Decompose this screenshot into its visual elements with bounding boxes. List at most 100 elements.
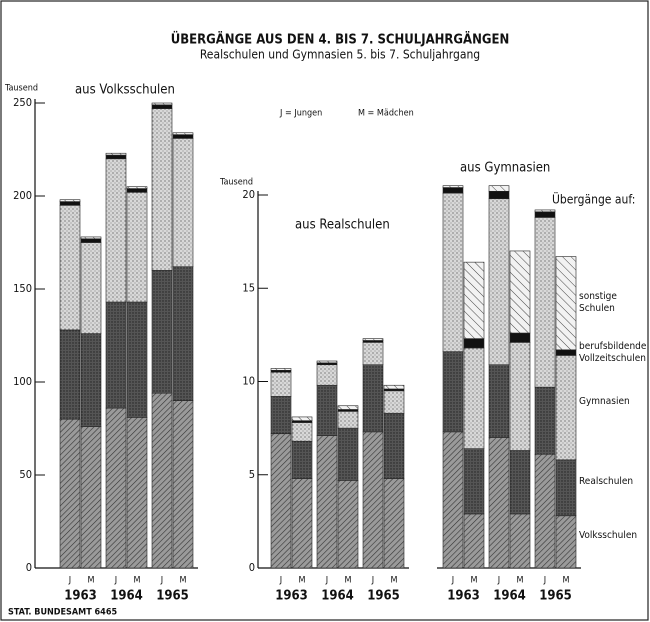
bar-texture — [317, 362, 337, 365]
bar-texture — [384, 413, 404, 479]
bar-texture — [173, 400, 193, 568]
bar-texture — [81, 238, 101, 243]
panel-title: aus Gymnasien — [460, 161, 550, 176]
bar-texture — [60, 205, 80, 330]
bar-texture — [152, 103, 172, 105]
x-tick-label: J — [325, 576, 328, 586]
y-tick-label: 150 — [13, 282, 32, 295]
bar-texture — [106, 302, 126, 409]
x-tick-label: M — [563, 576, 570, 586]
bar-texture — [271, 433, 291, 568]
x-tick-label: J — [543, 576, 546, 586]
bar-texture — [535, 217, 555, 388]
x-tick-label: M — [471, 576, 478, 586]
bar-texture — [443, 185, 463, 188]
bar-texture — [510, 342, 530, 451]
y-tick-label: 15 — [242, 281, 255, 294]
bar-texture — [338, 480, 358, 568]
panel-title: aus Volksschulen — [75, 83, 175, 98]
bar-texture — [489, 191, 509, 199]
bar-texture — [535, 211, 555, 218]
bar-texture — [384, 390, 404, 414]
bar-texture — [173, 138, 193, 267]
bar-texture — [338, 411, 358, 429]
bar-texture — [510, 250, 530, 334]
bar-texture — [535, 209, 555, 212]
group-label: 1963 — [64, 589, 97, 604]
bar-texture — [510, 450, 530, 514]
legend-label: sonstige Schulen — [579, 291, 617, 315]
bar-texture — [489, 364, 509, 438]
subtitle: Realschulen und Gymnasien 5. bis 7. Schu… — [200, 48, 480, 62]
x-tick-label: J — [497, 576, 500, 586]
bar-texture — [152, 270, 172, 394]
group-label: 1964 — [493, 589, 526, 604]
bar-texture — [464, 347, 484, 449]
x-tick-label: M — [517, 576, 524, 586]
y-axis-label: Tausend — [4, 84, 38, 94]
bar-texture — [317, 360, 337, 363]
y-tick-label: 20 — [242, 188, 255, 201]
bar-texture — [271, 372, 291, 397]
y-tick-label: 200 — [13, 189, 32, 202]
bar-texture — [443, 431, 463, 568]
bar-texture — [363, 338, 383, 341]
note: J = Jungen — [279, 109, 322, 119]
legend-label: berufsbildende Vollzeitschulen — [579, 340, 647, 364]
legend-label: Volksschulen — [579, 529, 638, 541]
x-tick-label: J — [114, 576, 117, 586]
bar-texture — [292, 416, 312, 421]
group-label: 1964 — [110, 589, 143, 604]
note: M = Mädchen — [358, 109, 414, 119]
bar-texture — [363, 364, 383, 432]
bar-texture — [510, 513, 530, 568]
bar-texture — [443, 351, 463, 432]
y-axis-label: Tausend — [219, 178, 253, 188]
bar-texture — [127, 186, 147, 189]
x-tick-label: M — [299, 576, 306, 586]
bar-texture — [152, 104, 172, 109]
bar-texture — [271, 368, 291, 371]
bar-texture — [81, 236, 101, 239]
y-tick-label: 50 — [19, 468, 32, 481]
bar-texture — [443, 193, 463, 352]
x-tick-label: J — [68, 576, 71, 586]
bar-texture — [106, 158, 126, 303]
bar-texture — [464, 262, 484, 339]
bar-texture — [81, 333, 101, 427]
bar-texture — [60, 199, 80, 202]
group-label: 1963 — [447, 589, 480, 604]
y-tick-label: 0 — [26, 561, 32, 574]
bar-texture — [489, 437, 509, 568]
bar-texture — [489, 198, 509, 365]
group-label: 1965 — [367, 589, 400, 604]
bar-texture — [81, 426, 101, 568]
bar-texture — [60, 329, 80, 420]
x-tick-label: J — [160, 576, 163, 586]
bar-texture — [363, 342, 383, 365]
bar-texture — [338, 428, 358, 481]
bar-texture — [443, 187, 463, 194]
bar-texture — [152, 108, 172, 271]
bar-texture — [317, 364, 337, 386]
group-label: 1965 — [156, 589, 189, 604]
x-tick-label: J — [279, 576, 282, 586]
bar-texture — [173, 134, 193, 139]
bar-texture — [106, 155, 126, 159]
y-tick-label: 10 — [242, 375, 255, 388]
x-tick-label: M — [345, 576, 352, 586]
bar-texture — [292, 420, 312, 423]
x-tick-label: M — [88, 576, 95, 586]
bar-texture — [556, 349, 576, 356]
bar-texture — [173, 132, 193, 135]
bar-texture — [60, 419, 80, 568]
group-label: 1964 — [321, 589, 354, 604]
bar-texture — [271, 396, 291, 434]
bar-texture — [173, 266, 193, 401]
bar-texture — [127, 188, 147, 193]
bar-texture — [317, 385, 337, 436]
legend-label: Realschulen — [579, 475, 634, 487]
